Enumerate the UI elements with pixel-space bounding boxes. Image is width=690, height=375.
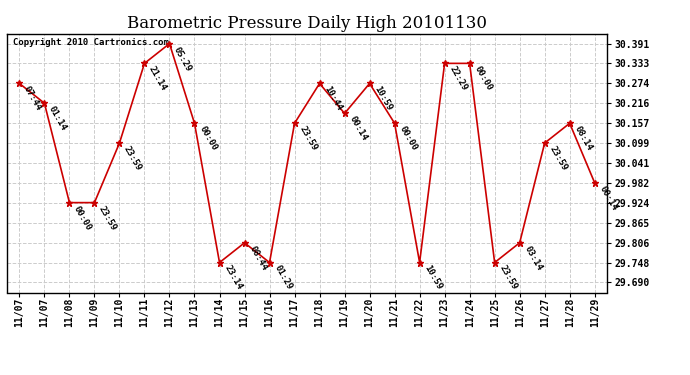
Text: 23:59: 23:59: [547, 144, 569, 172]
Text: 21:14: 21:14: [147, 65, 168, 93]
Text: 00:00: 00:00: [397, 124, 419, 153]
Text: 00:14: 00:14: [347, 115, 368, 142]
Text: 07:44: 07:44: [22, 85, 43, 112]
Text: 08:14: 08:14: [573, 124, 593, 153]
Text: 23:59: 23:59: [497, 264, 519, 292]
Text: 01:29: 01:29: [273, 264, 293, 292]
Text: 03:14: 03:14: [522, 244, 544, 272]
Text: 05:29: 05:29: [172, 45, 193, 73]
Text: 23:59: 23:59: [122, 144, 144, 172]
Text: 23:59: 23:59: [97, 204, 119, 232]
Text: Copyright 2010 Cartronics.com: Copyright 2010 Cartronics.com: [13, 38, 169, 46]
Text: 00:00: 00:00: [473, 65, 493, 93]
Text: 01:14: 01:14: [47, 105, 68, 132]
Title: Barometric Pressure Daily High 20101130: Barometric Pressure Daily High 20101130: [127, 15, 487, 32]
Text: 10:59: 10:59: [373, 85, 393, 112]
Text: 23:14: 23:14: [222, 264, 244, 292]
Text: 23:59: 23:59: [297, 124, 319, 153]
Text: 10:44: 10:44: [322, 85, 344, 112]
Text: 22:29: 22:29: [447, 65, 469, 93]
Text: 08:44: 08:44: [247, 244, 268, 272]
Text: 00:00: 00:00: [72, 204, 93, 232]
Text: 10:59: 10:59: [422, 264, 444, 292]
Text: 00:00: 00:00: [197, 124, 219, 153]
Text: 00:14: 00:14: [598, 184, 619, 212]
